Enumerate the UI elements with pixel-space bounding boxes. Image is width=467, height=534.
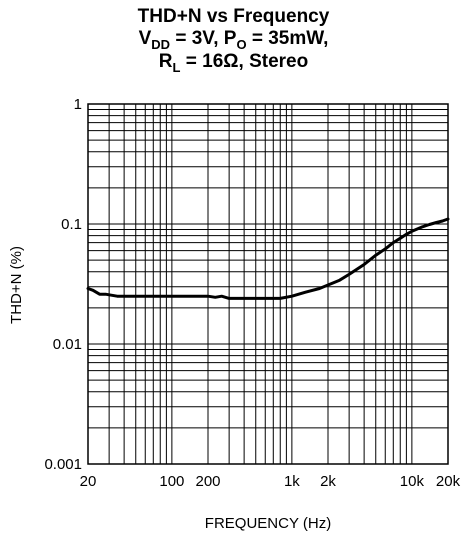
x-tick-label: 20k (436, 473, 461, 490)
x-tick-label: 200 (195, 473, 220, 490)
x-axis-label: FREQUENCY (Hz) (205, 515, 331, 532)
y-axis-label: THD+N (%) (8, 246, 25, 324)
x-tick-label: 10k (400, 473, 425, 490)
y-tick-label: 0.01 (53, 336, 82, 353)
plot-frame (88, 104, 448, 464)
y-tick-label: 0.1 (61, 216, 82, 233)
x-tick-label: 2k (320, 473, 336, 490)
x-tick-label: 20 (80, 473, 97, 490)
y-tick-label: 1 (74, 96, 82, 113)
y-tick-label: 0.001 (44, 456, 82, 473)
x-tick-label: 1k (284, 473, 300, 490)
x-tick-label: 100 (159, 473, 184, 490)
grid-lines (88, 104, 448, 464)
